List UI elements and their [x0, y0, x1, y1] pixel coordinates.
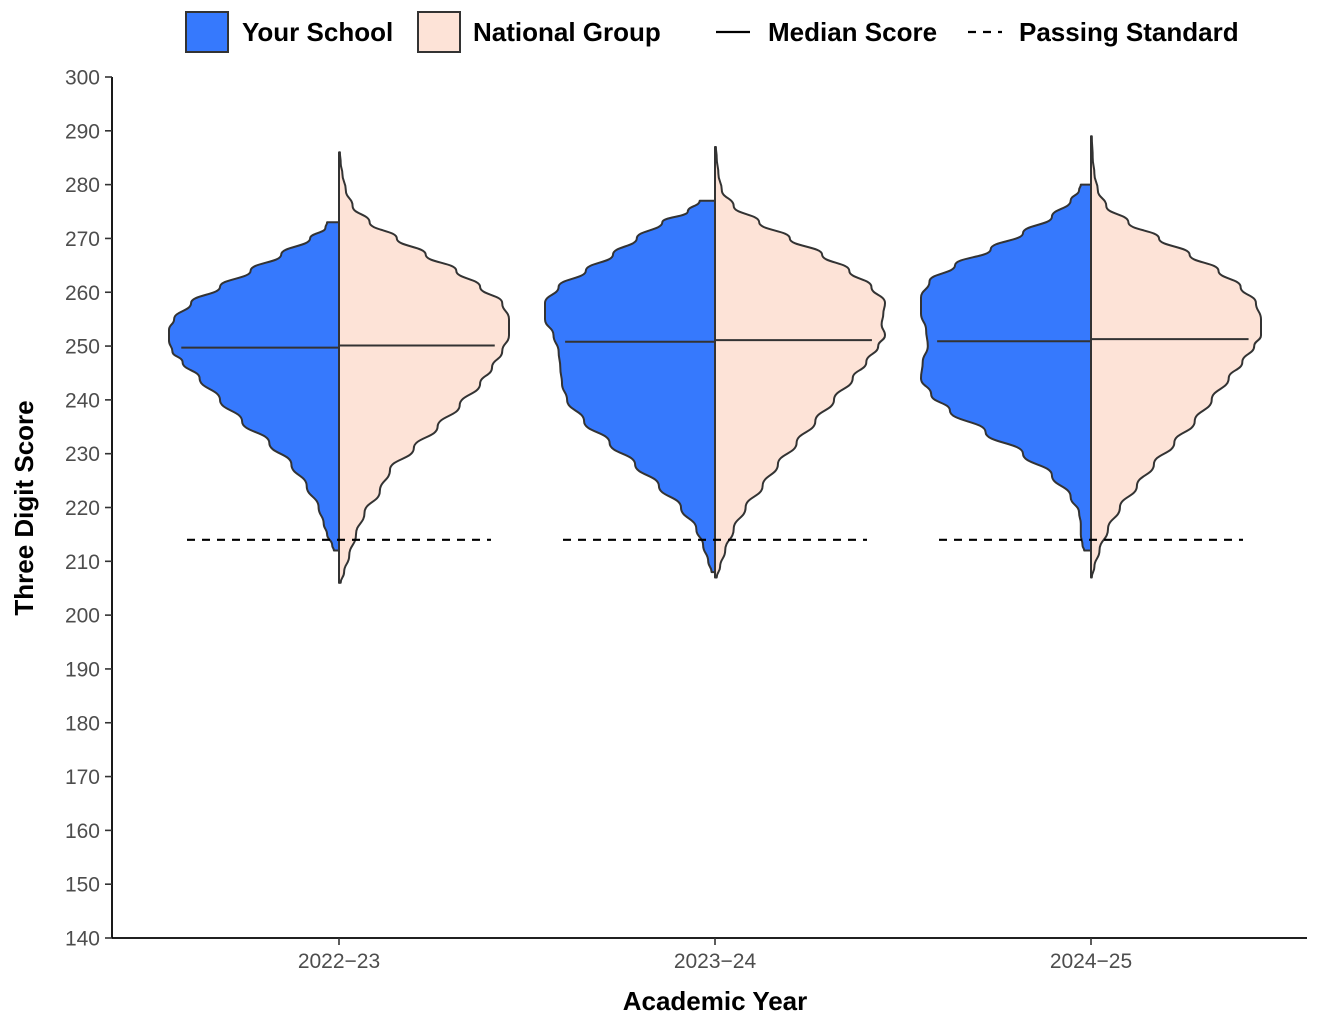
y-tick-label: 180 [65, 712, 100, 735]
y-tick-label: 190 [65, 658, 100, 681]
y-tick-label: 290 [65, 120, 100, 143]
y-tick-label: 270 [65, 228, 100, 251]
y-tick-label: 240 [65, 389, 100, 412]
x-tick-label: 2022−23 [298, 950, 380, 973]
violin-your-school-0 [167, 221, 340, 552]
plot-area [167, 135, 1262, 584]
y-tick-label: 150 [65, 874, 100, 897]
x-tick-label: 2024−25 [1050, 950, 1132, 973]
y-tick-label: 170 [65, 766, 100, 789]
y-tick-label: 160 [65, 820, 100, 843]
legend-label-passing-standard: Passing Standard [1019, 17, 1239, 47]
violin-national-group-1 [714, 145, 886, 579]
legend-label-national-group: National Group [473, 17, 661, 47]
y-ticks: 140 150 160 170 180 190 200 210 220 230 240 250 260 2… [65, 67, 112, 951]
y-axis-title: Three Digit Score [9, 400, 39, 615]
legend-key-national-group [417, 11, 461, 53]
legend-key-your-school [185, 11, 229, 53]
x-axis-title: Academic Year [623, 986, 808, 1014]
y-tick-label: 140 [65, 928, 100, 951]
axes: 140 150 160 170 180 190 200 210 220 230 240 250 260 2… [65, 67, 1307, 973]
y-tick-label: 200 [65, 605, 100, 628]
legend-label-median-score: Median Score [768, 17, 937, 47]
violin-national-group-2 [1090, 135, 1262, 579]
violin-your-school-2 [920, 183, 1092, 552]
violin-national-group-0 [338, 151, 511, 584]
violin-your-school-1 [544, 199, 716, 574]
x-ticks: 2022−23 2023−24 2024−25 [298, 938, 1132, 973]
y-tick-label: 220 [65, 497, 100, 520]
legend-label-your-school: Your School [242, 17, 393, 47]
median-lines [181, 338, 1249, 349]
x-tick-label: 2023−24 [674, 950, 757, 973]
y-tick-label: 300 [65, 67, 100, 90]
y-tick-label: 210 [65, 551, 100, 574]
y-tick-label: 230 [65, 443, 100, 466]
legend: Your School National Group Median Score Pas… [185, 11, 1239, 53]
y-tick-label: 280 [65, 174, 100, 197]
violins [167, 135, 1262, 584]
y-tick-label: 250 [65, 336, 100, 359]
y-tick-label: 260 [65, 282, 100, 305]
